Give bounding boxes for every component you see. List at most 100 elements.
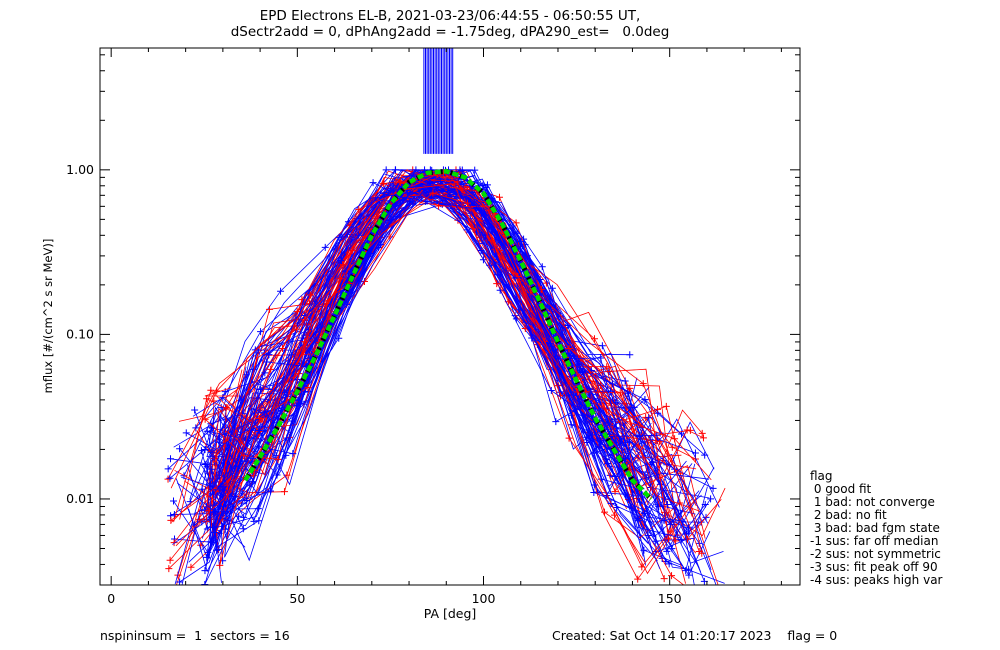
plus-marker — [547, 387, 555, 395]
plus-marker — [338, 233, 346, 241]
chart-title-line1: EPD Electrons EL-B, 2021-03-23/06:44:55 … — [259, 8, 641, 24]
plus-marker — [187, 563, 195, 571]
plus-marker — [255, 426, 263, 434]
plus-marker — [301, 338, 309, 346]
plus-marker — [170, 497, 177, 505]
plus-marker — [638, 563, 646, 571]
plus-marker — [565, 434, 573, 442]
plus-marker — [463, 199, 471, 207]
plus-marker — [436, 177, 444, 185]
plus-marker — [685, 571, 693, 579]
plus-marker — [304, 383, 312, 391]
plus-marker — [695, 547, 703, 555]
plus-marker — [672, 537, 680, 545]
plus-marker — [601, 508, 609, 516]
plus-marker — [204, 548, 212, 556]
plus-marker — [203, 395, 211, 403]
plus-marker — [722, 604, 729, 611]
plus-marker — [389, 182, 397, 190]
plus-marker — [191, 406, 199, 414]
plus-marker — [170, 510, 178, 518]
plus-marker — [666, 520, 674, 528]
plus-marker — [206, 481, 214, 489]
plus-marker — [255, 517, 263, 525]
plus-marker — [590, 481, 598, 489]
plus-marker — [564, 321, 572, 329]
plus-marker — [515, 306, 523, 314]
flux-traces — [164, 166, 729, 611]
plus-marker — [206, 538, 214, 546]
plus-marker — [634, 516, 642, 524]
plus-marker — [165, 565, 173, 573]
plus-marker — [197, 447, 205, 455]
plus-marker — [645, 414, 653, 422]
plus-marker — [380, 179, 388, 187]
plus-marker — [164, 465, 172, 473]
plus-marker — [382, 166, 390, 174]
plus-marker — [654, 501, 662, 509]
plus-marker — [511, 274, 519, 282]
plus-marker — [167, 455, 175, 463]
plus-marker — [281, 388, 289, 396]
plus-marker — [651, 537, 659, 545]
plus-marker — [644, 531, 652, 539]
plus-marker — [552, 418, 560, 426]
plus-marker — [293, 325, 301, 333]
plus-marker — [287, 351, 295, 359]
plot-frame — [99, 47, 801, 586]
plus-marker — [621, 377, 629, 385]
plus-marker — [691, 449, 699, 457]
plus-marker — [668, 443, 676, 451]
plus-marker — [167, 516, 175, 524]
plus-marker — [293, 401, 301, 409]
plus-marker — [376, 197, 384, 205]
plus-marker — [166, 556, 174, 564]
plus-marker — [239, 525, 247, 533]
plus-marker — [293, 308, 301, 316]
plus-marker — [686, 426, 694, 434]
plus-marker — [204, 505, 212, 513]
plus-marker — [279, 344, 287, 352]
plus-marker — [641, 396, 649, 404]
plus-marker — [634, 575, 642, 583]
plus-marker — [590, 489, 598, 497]
plus-marker — [321, 243, 329, 251]
fit-curve-group — [243, 168, 653, 501]
fit-curve — [243, 169, 653, 501]
plus-marker — [699, 434, 707, 442]
plus-marker — [701, 500, 709, 508]
plus-marker — [493, 280, 501, 288]
plus-marker — [625, 438, 633, 446]
plus-marker — [240, 452, 248, 460]
flag-legend: flag 0 good fit 1 bad: not converge 2 ba… — [810, 470, 942, 587]
plus-marker — [652, 431, 660, 439]
plus-marker — [257, 328, 265, 336]
plus-marker — [213, 387, 221, 395]
y-tick-label: 1.00 — [66, 162, 94, 177]
plus-marker — [255, 414, 263, 422]
plus-marker — [212, 508, 220, 516]
plus-marker — [512, 219, 520, 227]
plus-marker — [663, 501, 671, 509]
plus-marker — [665, 535, 673, 543]
plus-marker — [369, 179, 377, 187]
plus-marker — [517, 238, 525, 246]
legend-item: -4 sus: peaks high var — [810, 573, 943, 587]
y-tick-label: 0.01 — [66, 491, 94, 506]
plus-marker — [176, 445, 184, 453]
plus-marker — [207, 386, 215, 394]
plus-marker — [630, 403, 638, 411]
plus-marker — [668, 572, 676, 580]
plus-marker — [289, 450, 297, 458]
flux-trace — [208, 169, 700, 560]
x-axis-label: PA [deg] — [424, 606, 477, 621]
plus-marker — [660, 495, 668, 503]
plus-marker — [685, 529, 693, 537]
plus-marker — [170, 539, 178, 547]
plus-marker — [598, 342, 606, 350]
plus-marker — [567, 421, 575, 429]
plus-marker — [446, 191, 454, 199]
flux-trace — [214, 188, 650, 529]
plus-marker — [639, 380, 647, 388]
